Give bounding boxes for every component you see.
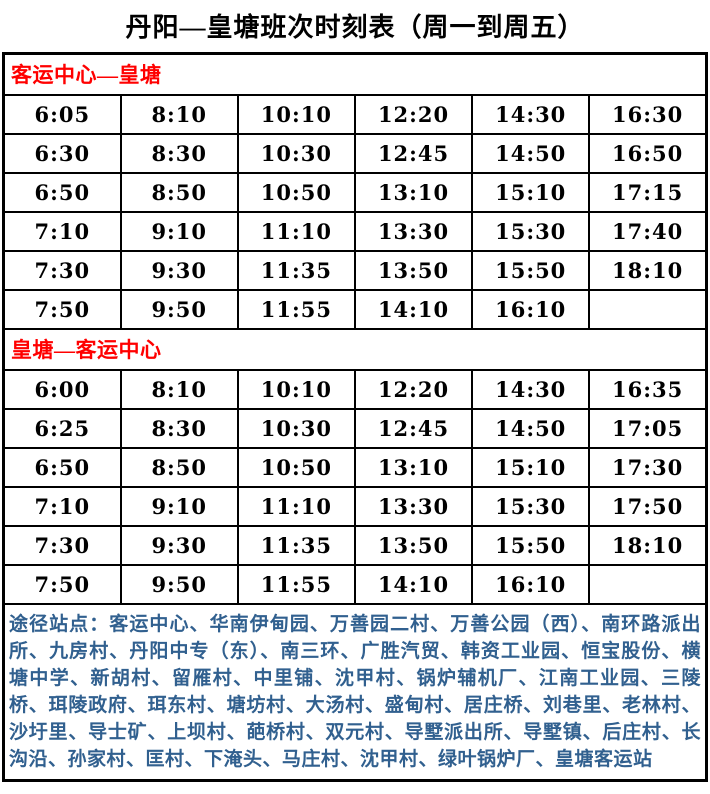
time-cell: 10:50 xyxy=(236,446,356,488)
table-row: 6:30 8:30 10:30 12:45 14:50 16:50 xyxy=(2,132,708,174)
time-cell: 6:50 xyxy=(2,446,122,488)
time-cell: 16:35 xyxy=(588,368,708,410)
time-cell: 13:50 xyxy=(353,524,474,566)
page-title: 丹阳—皇塘班次时刻表（周一到周五） xyxy=(125,13,585,42)
time-cell: 13:50 xyxy=(353,249,474,291)
table-row: 7:10 9:10 11:10 13:30 15:30 17:50 xyxy=(2,485,708,527)
time-cell: 15:30 xyxy=(471,485,591,527)
time-cell: 9:30 xyxy=(119,524,239,566)
time-cell: 10:10 xyxy=(236,93,356,135)
time-cell: 18:10 xyxy=(588,249,708,291)
time-cell: 17:15 xyxy=(588,171,708,213)
time-cell: 12:20 xyxy=(353,368,474,410)
time-cell: 8:10 xyxy=(119,368,239,410)
time-cell: 15:30 xyxy=(471,210,591,252)
time-cell: 14:50 xyxy=(471,132,591,174)
section-header-row: 客运中心—皇塘 xyxy=(2,52,708,96)
time-cell: 17:05 xyxy=(588,407,708,449)
time-cell: 16:10 xyxy=(471,288,591,330)
time-cell: 6:50 xyxy=(2,171,122,213)
table-row: 6:00 8:10 10:10 12:20 14:30 16:35 xyxy=(2,368,708,410)
time-cell: 14:10 xyxy=(353,288,474,330)
time-cell: 14:10 xyxy=(353,563,474,605)
time-cell: 8:50 xyxy=(119,446,239,488)
route-stops-notes: 途径站点：客运中心、华南伊甸园、万善园二村、万善公园（西）、南环路派出所、九房村… xyxy=(2,602,708,782)
time-cell: 9:10 xyxy=(119,485,239,527)
table-row: 6:05 8:10 10:10 12:20 14:30 16:30 xyxy=(2,93,708,135)
time-cell: 14:30 xyxy=(471,368,591,410)
empty-cell xyxy=(588,563,708,605)
time-cell: 8:30 xyxy=(119,132,239,174)
time-cell: 11:35 xyxy=(236,524,356,566)
time-cell: 11:55 xyxy=(236,563,356,605)
time-cell: 15:50 xyxy=(471,524,591,566)
time-cell: 11:10 xyxy=(236,210,356,252)
table-row: 7:50 9:50 11:55 14:10 16:10 xyxy=(2,563,708,605)
time-cell: 8:10 xyxy=(119,93,239,135)
time-cell: 9:30 xyxy=(119,249,239,291)
table-row: 7:30 9:30 11:35 13:50 15:50 18:10 xyxy=(2,249,708,291)
table-row: 7:10 9:10 11:10 13:30 15:30 17:40 xyxy=(2,210,708,252)
time-cell: 8:50 xyxy=(119,171,239,213)
time-cell: 16:10 xyxy=(471,563,591,605)
time-cell: 9:50 xyxy=(119,563,239,605)
table-row: 6:50 8:50 10:50 13:10 15:10 17:30 xyxy=(2,446,708,488)
section-header-0: 客运中心—皇塘 xyxy=(2,52,708,96)
time-cell: 10:30 xyxy=(236,407,356,449)
time-cell: 12:45 xyxy=(353,407,474,449)
time-cell: 17:50 xyxy=(588,485,708,527)
time-cell: 6:05 xyxy=(2,93,122,135)
time-cell: 9:10 xyxy=(119,210,239,252)
time-cell: 8:30 xyxy=(119,407,239,449)
section-header-row: 皇塘—客运中心 xyxy=(2,327,708,371)
time-cell: 13:10 xyxy=(353,446,474,488)
time-cell: 7:10 xyxy=(2,210,122,252)
time-cell: 10:50 xyxy=(236,171,356,213)
time-cell: 7:50 xyxy=(2,563,122,605)
time-cell: 10:10 xyxy=(236,368,356,410)
time-cell: 17:40 xyxy=(588,210,708,252)
timetable-table: 客运中心—皇塘 6:05 8:10 10:10 12:20 14:30 16:30 6:30 8… xyxy=(2,52,708,782)
time-cell: 7:50 xyxy=(2,288,122,330)
time-cell: 16:30 xyxy=(588,93,708,135)
time-cell: 14:50 xyxy=(471,407,591,449)
time-cell: 9:50 xyxy=(119,288,239,330)
table-row: 7:30 9:30 11:35 13:50 15:50 18:10 xyxy=(2,524,708,566)
time-cell: 10:30 xyxy=(236,132,356,174)
time-cell: 7:10 xyxy=(2,485,122,527)
time-cell: 6:00 xyxy=(2,368,122,410)
time-cell: 12:20 xyxy=(353,93,474,135)
time-cell: 15:10 xyxy=(471,171,591,213)
section-header-1: 皇塘—客运中心 xyxy=(2,327,708,371)
time-cell: 13:10 xyxy=(353,171,474,213)
time-cell: 7:30 xyxy=(2,249,122,291)
time-cell: 13:30 xyxy=(353,210,474,252)
time-cell: 15:50 xyxy=(471,249,591,291)
empty-cell xyxy=(588,288,708,330)
time-cell: 7:30 xyxy=(2,524,122,566)
time-cell: 11:10 xyxy=(236,485,356,527)
time-cell: 14:30 xyxy=(471,93,591,135)
time-cell: 11:35 xyxy=(236,249,356,291)
time-cell: 13:30 xyxy=(353,485,474,527)
time-cell: 18:10 xyxy=(588,524,708,566)
time-cell: 6:30 xyxy=(2,132,122,174)
time-cell: 12:45 xyxy=(353,132,474,174)
time-cell: 6:25 xyxy=(2,407,122,449)
time-cell: 15:10 xyxy=(471,446,591,488)
time-cell: 17:30 xyxy=(588,446,708,488)
table-row: 6:25 8:30 10:30 12:45 14:50 17:05 xyxy=(2,407,708,449)
table-row: 6:50 8:50 10:50 13:10 15:10 17:15 xyxy=(2,171,708,213)
table-row: 7:50 9:50 11:55 14:10 16:10 xyxy=(2,288,708,330)
route-stops-row: 途径站点：客运中心、华南伊甸园、万善园二村、万善公园（西）、南环路派出所、九房村… xyxy=(2,602,708,782)
time-cell: 11:55 xyxy=(236,288,356,330)
time-cell: 16:50 xyxy=(588,132,708,174)
route-stops-text: 客运中心、华南伊甸园、万善园二村、万善公园（西）、南环路派出所、九房村、丹阳中专… xyxy=(9,613,701,770)
route-stops-label: 途径站点： xyxy=(9,613,110,635)
